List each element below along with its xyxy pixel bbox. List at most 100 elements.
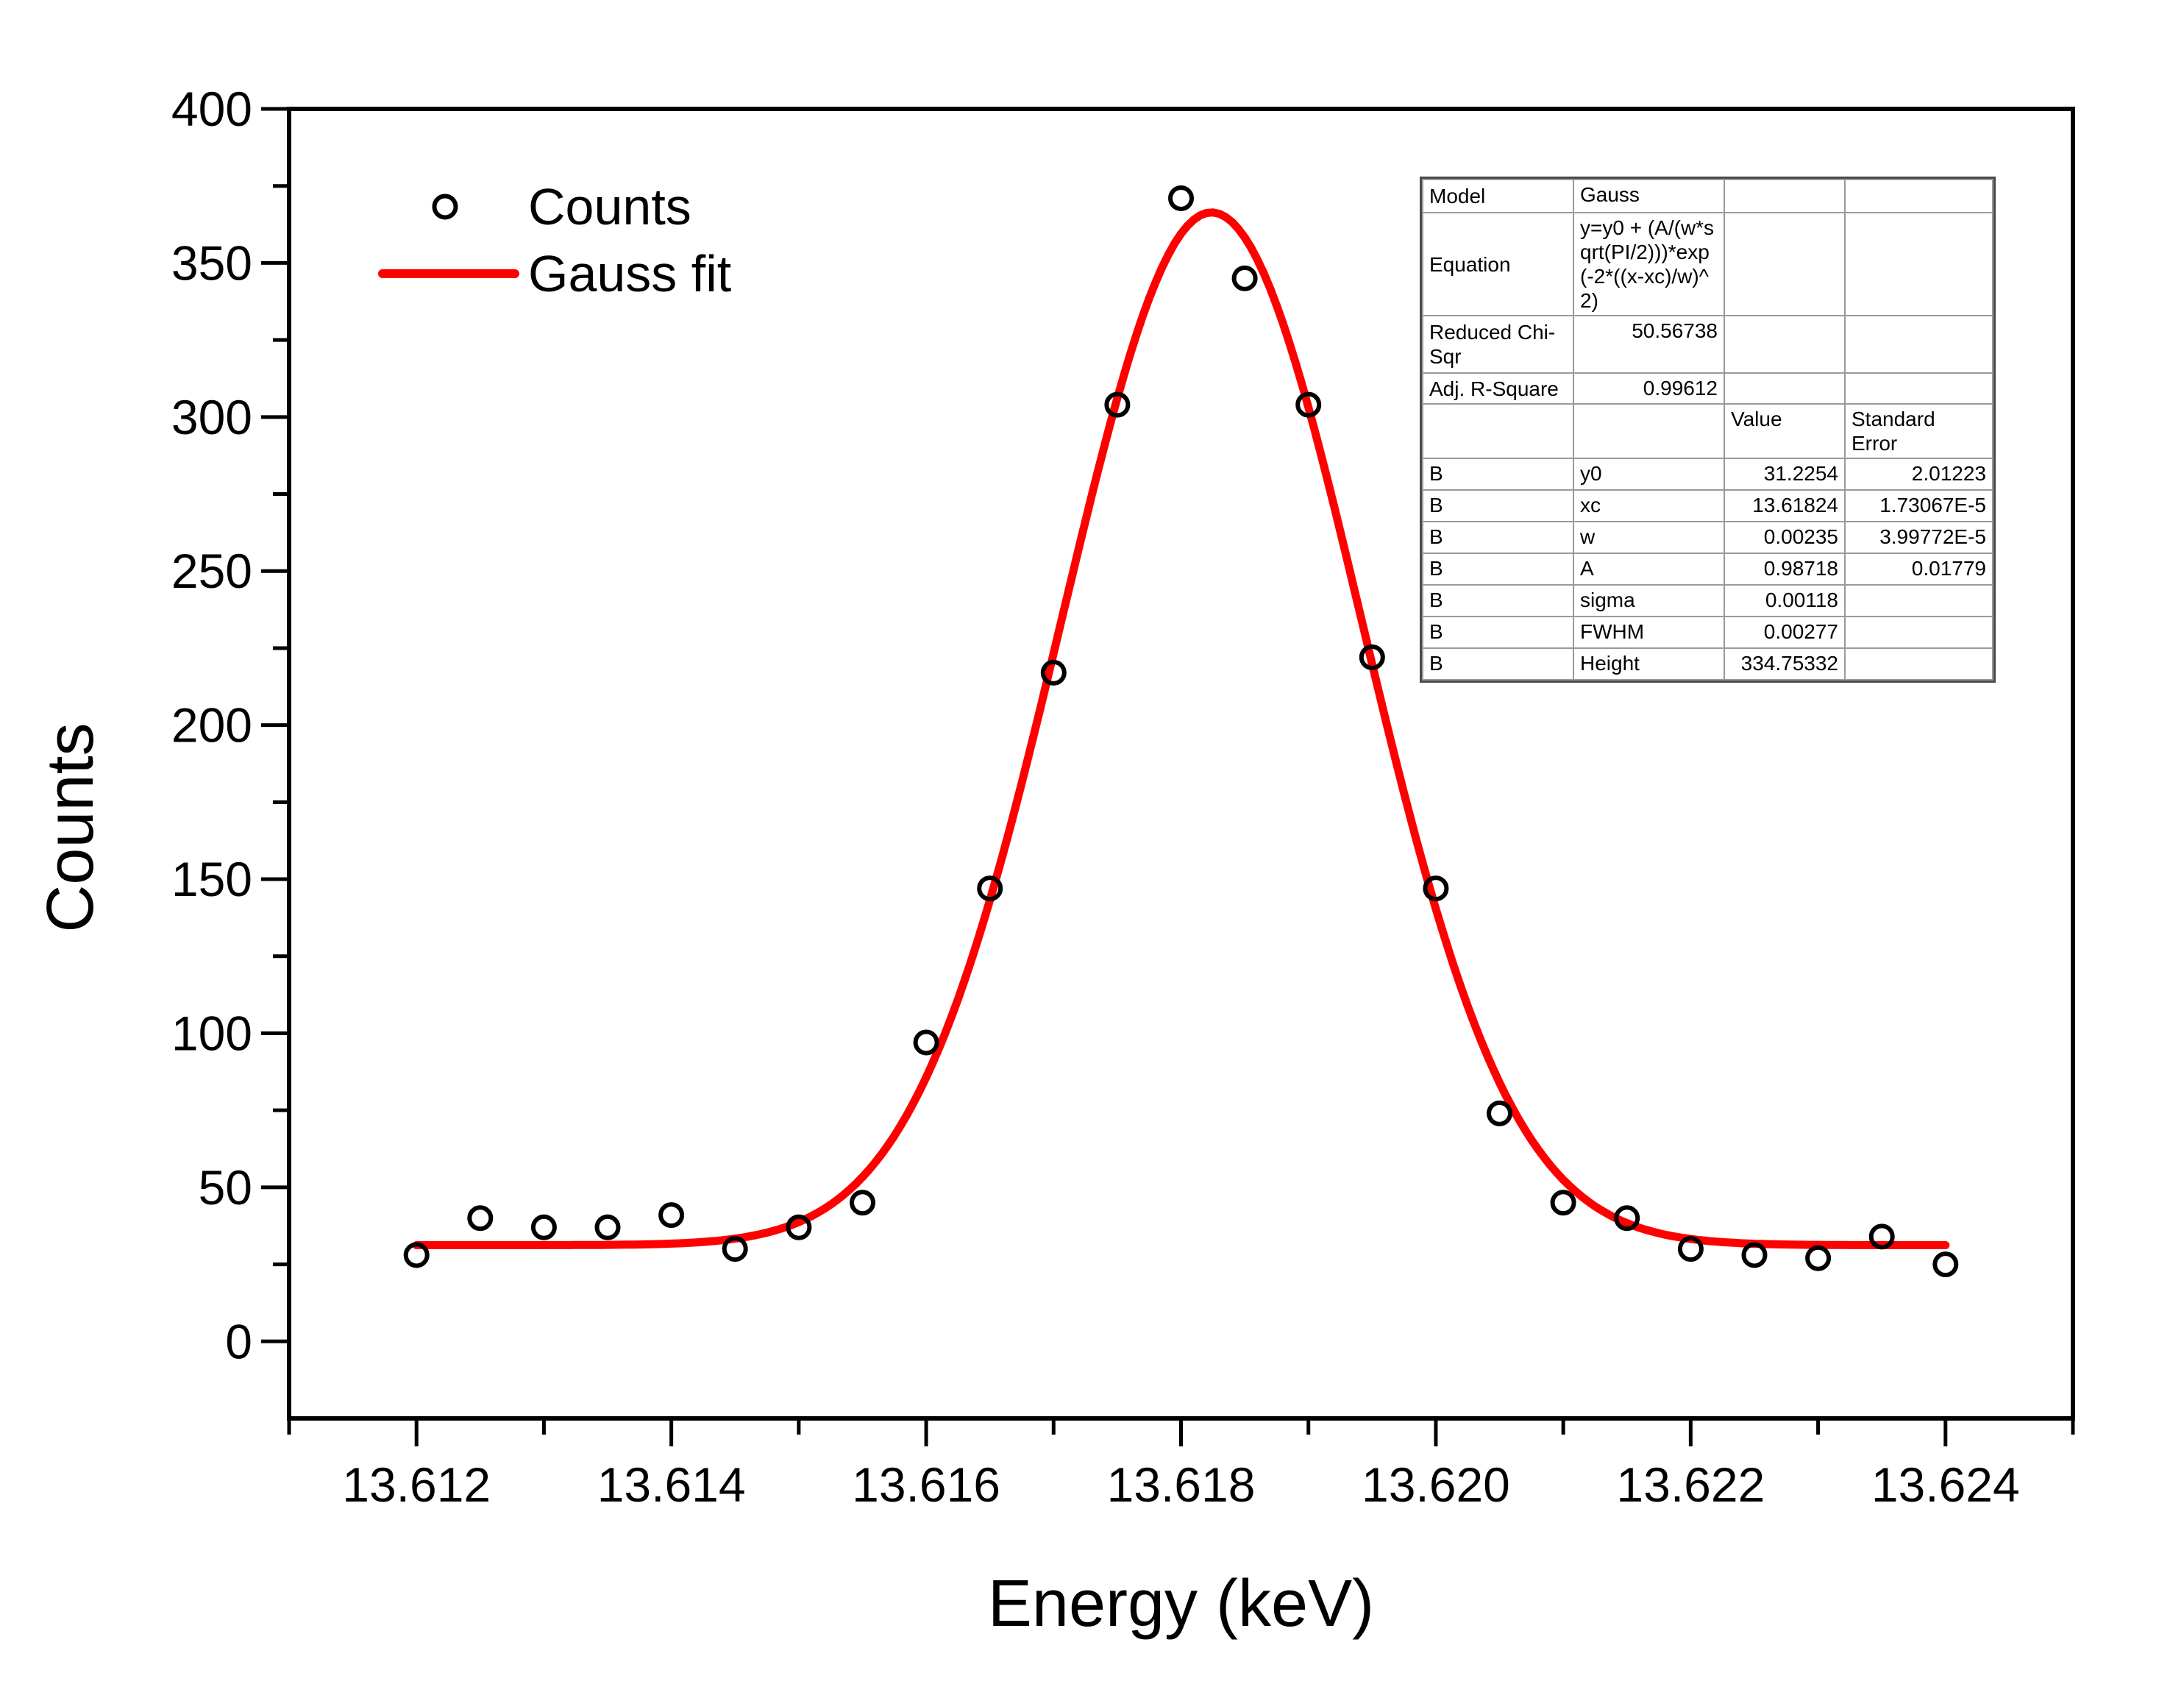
- param-name: Height: [1573, 647, 1725, 681]
- y-tick-label: 150: [171, 852, 252, 906]
- equation-label: Equation: [1422, 212, 1574, 316]
- data-point: [913, 1029, 939, 1056]
- empty-cell: [1844, 212, 1993, 316]
- data-point: [403, 1242, 430, 1268]
- model-label: Model: [1422, 179, 1574, 213]
- table-row-FWHM: B FWHM 0.00277: [1422, 616, 1993, 649]
- data-point: [1231, 265, 1258, 291]
- y-tick-label: 50: [199, 1160, 252, 1215]
- data-point: [1359, 644, 1385, 670]
- empty-cell: [1724, 372, 1846, 405]
- stderr-column-header: Standard Error: [1844, 403, 1993, 459]
- table-header-row: Value Standard Error: [1422, 403, 1993, 459]
- table-row-Height: B Height 334.75332: [1422, 647, 1993, 681]
- table-row-xc: B xc 13.61824 1.73067E-5: [1422, 489, 1993, 522]
- param-value: 334.75332: [1724, 647, 1846, 681]
- param-name: y0: [1573, 458, 1725, 491]
- empty-cell: [1844, 372, 1993, 405]
- legend-counts-marker-icon: [432, 193, 458, 220]
- empty-cell: [1724, 179, 1846, 213]
- param-stderr: [1844, 584, 1993, 617]
- data-point: [467, 1205, 494, 1232]
- adj-r-square-label: Adj. R-Square: [1422, 372, 1574, 405]
- data-point: [1295, 391, 1322, 418]
- table-row-y0: B y0 31.2254 2.01223: [1422, 458, 1993, 491]
- equation-value: y=y0 + (A/(w*sqrt(PI/2)))*exp(-2*((x-xc)…: [1573, 212, 1725, 316]
- param-name: sigma: [1573, 584, 1725, 617]
- data-point: [1868, 1223, 1895, 1250]
- x-tick-label: 13.612: [342, 1457, 491, 1512]
- fit-results-table: Model Gauss Equation y=y0 + (A/(w*sqrt(P…: [1420, 177, 1996, 683]
- y-tick-label: 300: [171, 390, 252, 444]
- param-stderr: 0.01779: [1844, 553, 1993, 586]
- data-point: [594, 1214, 621, 1240]
- data-point: [1550, 1190, 1576, 1216]
- y-tick-label: 200: [171, 698, 252, 753]
- y-tick-label: 350: [171, 235, 252, 290]
- x-tick-label: 13.624: [1871, 1457, 2020, 1512]
- data-point: [722, 1236, 748, 1262]
- dataset-cell: B: [1422, 647, 1574, 681]
- data-point: [1487, 1100, 1512, 1126]
- empty-cell: [1844, 179, 1993, 213]
- dataset-cell: B: [1422, 489, 1574, 522]
- x-tick-label: 13.618: [1107, 1457, 1256, 1512]
- param-value: 0.00235: [1724, 521, 1846, 554]
- y-tick-label: 0: [225, 1314, 252, 1368]
- value-column-header: Value: [1724, 403, 1846, 459]
- data-point: [1104, 391, 1131, 418]
- param-stderr: [1844, 616, 1993, 649]
- param-stderr: 2.01223: [1844, 458, 1993, 491]
- y-axis-title: Counts: [34, 722, 107, 932]
- x-tick-label: 13.616: [852, 1457, 1000, 1512]
- param-name: xc: [1573, 489, 1725, 522]
- data-point: [1040, 659, 1067, 686]
- dataset-cell: B: [1422, 616, 1574, 649]
- data-point: [786, 1214, 812, 1240]
- data-point: [1168, 185, 1194, 211]
- data-point: [850, 1190, 875, 1216]
- data-point: [658, 1202, 685, 1229]
- empty-cell: [1844, 315, 1993, 374]
- data-point: [530, 1214, 557, 1240]
- table-row-equation: Equation y=y0 + (A/(w*sqrt(PI/2)))*exp(-…: [1422, 212, 1993, 316]
- param-value: 0.00118: [1724, 584, 1846, 617]
- dataset-cell: B: [1422, 584, 1574, 617]
- param-value: 31.2254: [1724, 458, 1846, 491]
- y-tick-label: 100: [171, 1006, 252, 1060]
- param-name: A: [1573, 553, 1725, 586]
- dataset-cell: B: [1422, 521, 1574, 554]
- reduced-chi-sqr-label: Reduced Chi-Sqr: [1422, 315, 1574, 374]
- x-axis-title: Energy (keV): [988, 1567, 1374, 1641]
- param-name: w: [1573, 521, 1725, 554]
- y-tick-label: 250: [171, 544, 252, 598]
- table-row-A: B A 0.98718 0.01779: [1422, 553, 1993, 586]
- data-point: [1423, 875, 1449, 902]
- empty-cell: [1724, 315, 1846, 374]
- table-row-reduced-chi-sqr: Reduced Chi-Sqr 50.56738: [1422, 315, 1993, 374]
- empty-cell: [1724, 212, 1846, 316]
- dataset-cell: B: [1422, 553, 1574, 586]
- param-stderr: [1844, 647, 1993, 681]
- dataset-cell: B: [1422, 458, 1574, 491]
- table-row-w: B w 0.00235 3.99772E-5: [1422, 521, 1993, 554]
- table-row-model: Model Gauss: [1422, 179, 1993, 213]
- legend-gaussfit-label: Gauss fit: [528, 245, 731, 302]
- data-point: [977, 875, 1003, 902]
- data-point: [1805, 1245, 1832, 1271]
- param-value: 13.61824: [1724, 489, 1846, 522]
- empty-cell: [1573, 403, 1725, 459]
- x-tick-label: 13.614: [597, 1457, 746, 1512]
- empty-cell: [1422, 403, 1574, 459]
- adj-r-square-value: 0.99612: [1573, 372, 1725, 405]
- reduced-chi-sqr-value: 50.56738: [1573, 315, 1725, 374]
- y-tick-label: 400: [171, 82, 252, 136]
- table-row-sigma: B sigma 0.00118: [1422, 584, 1993, 617]
- x-tick-label: 13.622: [1616, 1457, 1765, 1512]
- param-name: FWHM: [1573, 616, 1725, 649]
- data-point: [1932, 1251, 1959, 1278]
- param-stderr: 3.99772E-5: [1844, 521, 1993, 554]
- x-tick-label: 13.620: [1362, 1457, 1510, 1512]
